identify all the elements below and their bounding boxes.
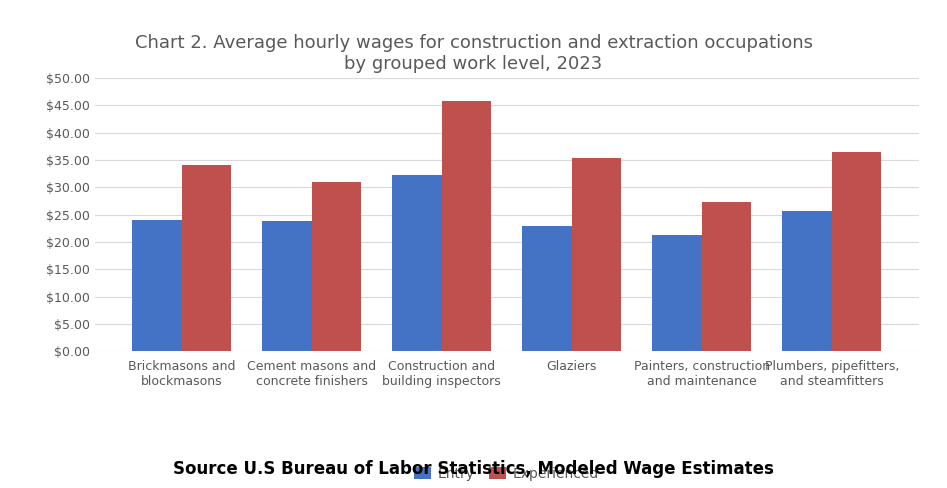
Bar xyxy=(312,182,361,351)
Bar xyxy=(182,165,231,351)
Bar xyxy=(572,158,621,351)
Bar xyxy=(133,220,182,351)
Bar xyxy=(392,175,441,351)
Text: Source U.S Bureau of Labor Statistics, Modeled Wage Estimates: Source U.S Bureau of Labor Statistics, M… xyxy=(173,460,774,478)
Bar xyxy=(782,211,831,351)
Bar xyxy=(652,236,702,351)
Legend: Entry, Experienced: Entry, Experienced xyxy=(409,462,604,487)
Bar xyxy=(441,101,491,351)
Bar xyxy=(702,202,751,351)
Bar xyxy=(522,225,572,351)
Text: Chart 2. Average hourly wages for construction and extraction occupations
by gro: Chart 2. Average hourly wages for constr… xyxy=(134,34,813,73)
Bar xyxy=(262,221,312,351)
Bar xyxy=(831,152,881,351)
